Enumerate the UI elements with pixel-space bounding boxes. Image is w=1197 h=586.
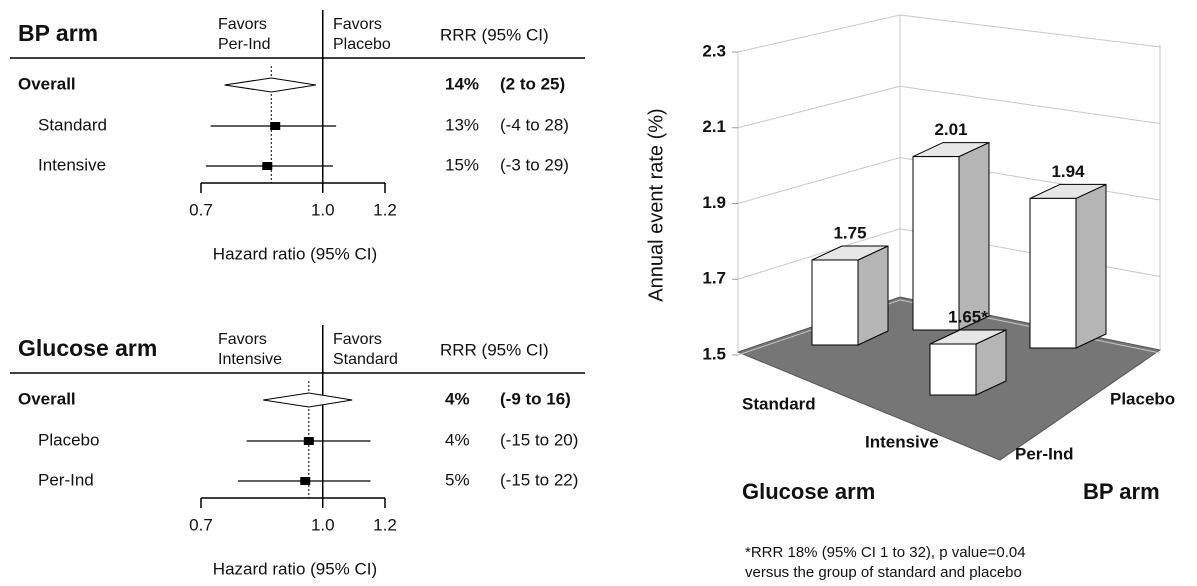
favors-right: Favors: [333, 16, 382, 33]
row-label: Standard: [38, 115, 107, 134]
rrr-value: 4%: [445, 389, 470, 408]
y-axis-label: Annual event rate (%): [645, 108, 667, 301]
value-label: 1.75: [833, 223, 866, 242]
x-axis-label: Hazard ratio (95% CI): [213, 559, 377, 578]
panel-title: Glucose arm: [18, 335, 157, 361]
footnote: *RRR 18% (95% CI 1 to 32), p value=0.04: [745, 544, 1026, 561]
y-tick-label: 1.7: [702, 269, 726, 288]
favors-left: Intensive: [218, 351, 282, 368]
diamond: [263, 392, 353, 408]
value-label: 1.65*: [948, 307, 988, 326]
grid-line: [737, 85, 1161, 129]
bar-front: [929, 343, 977, 396]
z-category-label: Placebo: [1110, 389, 1175, 408]
estimate-square: [300, 477, 311, 485]
rrr-ci: (2 to 25): [500, 74, 565, 93]
rrr-header: RRR (95% CI): [440, 25, 549, 44]
rrr-header: RRR (95% CI): [440, 340, 549, 359]
y-tick-label: 2.1: [702, 117, 726, 136]
favors-left: Per-Ind: [218, 36, 270, 53]
x-tick-label: 0.7: [189, 200, 213, 219]
y-tick-label: 1.5: [702, 344, 726, 363]
row-label: Placebo: [38, 430, 99, 449]
z-category-label: Per-Ind: [1015, 444, 1074, 463]
favors-right: Standard: [333, 351, 398, 368]
row-label: Per-Ind: [38, 470, 94, 489]
row-label: Overall: [18, 389, 76, 408]
row-label: Overall: [18, 74, 76, 93]
x-tick-label: 1.0: [311, 515, 335, 534]
value-label: 1.94: [1051, 162, 1085, 181]
bar-side: [857, 245, 889, 346]
rrr-value: 5%: [445, 470, 470, 489]
favors-right: Favors: [333, 331, 382, 348]
estimate-square: [262, 162, 273, 170]
bar-front: [1029, 197, 1077, 349]
favors-left: Favors: [218, 331, 267, 348]
x-category-label: Intensive: [865, 432, 939, 451]
diamond: [224, 77, 316, 93]
bar-side: [1075, 183, 1107, 349]
rrr-ci: (-15 to 20): [500, 430, 578, 449]
favors-right: Placebo: [333, 36, 391, 53]
bar-side: [958, 141, 990, 331]
x-category-label: Standard: [742, 394, 816, 413]
rrr-value: 13%: [445, 115, 479, 134]
rrr-value: 14%: [445, 74, 479, 93]
footnote: versus the group of standard and placebo: [745, 564, 1022, 581]
rrr-ci: (-3 to 29): [500, 155, 569, 174]
bar-front: [811, 259, 859, 346]
x-tick-label: 1.0: [311, 200, 335, 219]
x-tick-label: 1.2: [373, 200, 397, 219]
rrr-value: 15%: [445, 155, 479, 174]
rrr-value: 4%: [445, 430, 470, 449]
grid-line: [737, 14, 1161, 53]
rrr-ci: (-4 to 28): [500, 115, 569, 134]
estimate-square: [303, 437, 314, 445]
x-tick-label: 1.2: [373, 515, 397, 534]
estimate-square: [270, 122, 281, 130]
row-label: Intensive: [38, 155, 106, 174]
bar-front: [912, 156, 960, 331]
rrr-ci: (-9 to 16): [500, 389, 571, 408]
z-axis-label: BP arm: [1083, 479, 1160, 504]
panel-title: BP arm: [18, 20, 98, 46]
y-tick-label: 2.3: [702, 41, 726, 60]
y-tick-label: 1.9: [702, 193, 726, 212]
value-label: 2.01: [934, 120, 967, 139]
x-axis-label: Hazard ratio (95% CI): [213, 244, 377, 263]
x-axis-label: Glucose arm: [742, 479, 875, 504]
rrr-ci: (-15 to 22): [500, 470, 578, 489]
favors-left: Favors: [218, 16, 267, 33]
x-tick-label: 0.7: [189, 515, 213, 534]
